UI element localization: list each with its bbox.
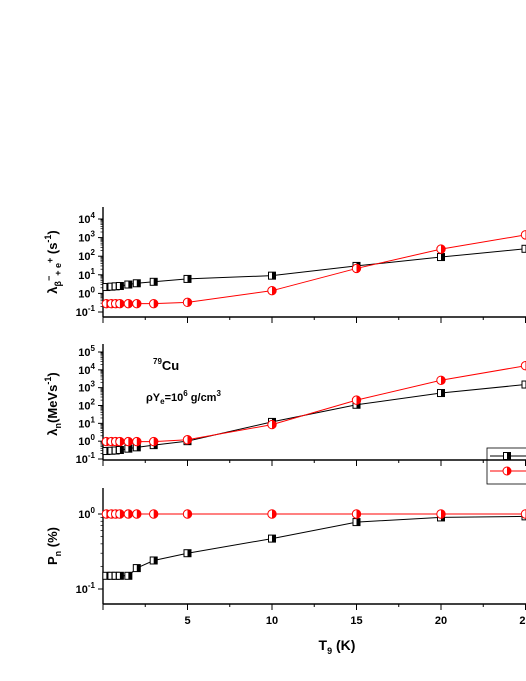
x-tick-label: 25 [519,615,526,627]
data-point-square [132,279,141,288]
data-point-circle [182,297,193,308]
y-tick-label: 100 [78,285,95,300]
data-point-circle [520,509,526,519]
y-tick-label: 105 [78,344,95,359]
data-point-square [124,571,133,580]
y-axis-label-bottom: Pn (%) [45,527,63,565]
y-tick-label: 103 [78,230,95,245]
x-tick-label: 20 [435,615,447,627]
nucleus-label: 79Cu [153,357,179,373]
legend [486,447,526,485]
data-point-square [352,518,361,527]
legend-marker-black [503,452,511,460]
data-point-square [268,534,276,543]
y-tick-label: 10-1 [76,304,96,319]
data-point-circle [182,435,193,445]
data-point-square [132,564,141,573]
data-point-square [521,244,526,253]
y-axis-label-middle: λn(MeVs-1) [43,372,63,435]
data-point-square [183,274,192,283]
data-point-circle [351,509,362,519]
data-point-square [437,253,445,262]
x-tick-label: 10 [266,615,278,627]
data-point-square [149,277,158,286]
y-tick-label: 100 [78,433,95,448]
x-tick-label: 15 [350,615,362,627]
x-axis-label: T9 (K) [319,637,356,656]
data-point-circle [436,509,446,519]
data-point-circle [148,298,159,309]
data-point-circle [436,375,446,385]
series-line-red [106,234,526,305]
x-tick-label: 5 [184,615,190,627]
y-tick-label: 104 [78,211,95,226]
y-tick-label: 102 [78,398,95,413]
data-point-circle [351,263,362,274]
y-tick-label: 100 [78,506,95,521]
data-point-circle [182,509,193,519]
y-tick-label: 104 [78,362,95,377]
data-point-circle [267,285,277,296]
data-point-square [149,556,158,565]
data-point-circle [123,509,134,519]
data-point-square [115,445,124,454]
panel-bottom [102,488,526,605]
data-point-square [521,380,526,389]
data-point-square [115,281,124,290]
data-point-circle [123,298,134,309]
data-point-square [437,389,445,398]
legend-marker-red [502,466,512,476]
y-tick-label: 101 [78,415,95,430]
data-point-circle [115,298,125,309]
data-point-circle [267,509,277,519]
data-point-circle [520,361,526,371]
data-point-circle [520,230,526,240]
data-point-circle [115,436,125,447]
panel-top [102,207,526,318]
y-tick-label: 102 [78,248,95,263]
y-tick-label: 103 [78,380,95,395]
data-point-circle [132,436,142,447]
data-point-circle [148,436,159,447]
y-axis-label-top: λβ−+ e+ (s-1) [43,230,63,294]
data-point-circle [436,244,446,254]
density-label: ρYe=106 g/cm3 [146,389,221,406]
series-line-black [106,248,526,288]
data-point-circle [132,509,142,519]
y-tick-label: 10-1 [76,451,96,466]
data-point-square [268,271,276,280]
data-point-square [124,280,133,289]
data-point-square [183,549,192,558]
data-point-circle [132,298,142,309]
series-line-black [106,515,526,577]
y-tick-label: 10-1 [76,581,96,596]
data-point-circle [148,509,159,519]
data-point-circle [115,509,125,519]
y-tick-label: 101 [78,267,95,282]
data-point-circle [351,395,362,405]
data-point-square [115,571,124,580]
data-point-circle [123,436,134,447]
data-point-circle [267,419,277,430]
